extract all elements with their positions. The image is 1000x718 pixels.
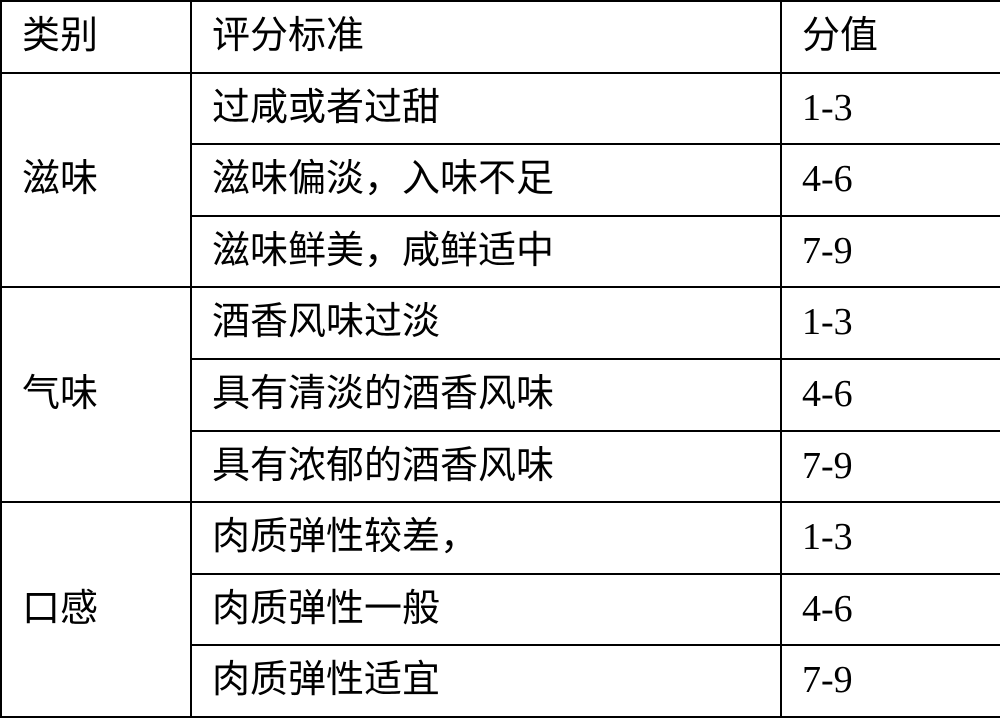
header-criteria: 评分标准 [191, 1, 781, 73]
criteria-cell: 具有清淡的酒香风味 [191, 359, 781, 431]
table-row: 口感 肉质弹性较差， 1-3 [1, 502, 1000, 574]
score-cell: 4-6 [781, 574, 1000, 646]
category-cell: 口感 [1, 502, 191, 717]
criteria-cell: 具有浓郁的酒香风味 [191, 431, 781, 503]
scoring-table-container: 类别 评分标准 分值 滋味 过咸或者过甜 1-3 滋味偏淡，入味不足 4-6 滋… [0, 0, 1000, 718]
table-header-row: 类别 评分标准 分值 [1, 1, 1000, 73]
header-score: 分值 [781, 1, 1000, 73]
score-cell: 7-9 [781, 216, 1000, 288]
criteria-cell: 滋味偏淡，入味不足 [191, 144, 781, 216]
category-cell: 气味 [1, 287, 191, 502]
score-cell: 4-6 [781, 359, 1000, 431]
criteria-cell: 滋味鲜美，咸鲜适中 [191, 216, 781, 288]
criteria-cell: 酒香风味过淡 [191, 287, 781, 359]
criteria-cell: 肉质弹性较差， [191, 502, 781, 574]
category-cell: 滋味 [1, 73, 191, 288]
table-row: 气味 酒香风味过淡 1-3 [1, 287, 1000, 359]
header-category: 类别 [1, 1, 191, 73]
score-cell: 1-3 [781, 502, 1000, 574]
score-cell: 1-3 [781, 73, 1000, 145]
score-cell: 7-9 [781, 645, 1000, 717]
score-cell: 4-6 [781, 144, 1000, 216]
score-cell: 1-3 [781, 287, 1000, 359]
score-cell: 7-9 [781, 431, 1000, 503]
criteria-cell: 肉质弹性适宜 [191, 645, 781, 717]
table-row: 滋味 过咸或者过甜 1-3 [1, 73, 1000, 145]
scoring-table: 类别 评分标准 分值 滋味 过咸或者过甜 1-3 滋味偏淡，入味不足 4-6 滋… [0, 0, 1000, 718]
criteria-cell: 过咸或者过甜 [191, 73, 781, 145]
criteria-cell: 肉质弹性一般 [191, 574, 781, 646]
